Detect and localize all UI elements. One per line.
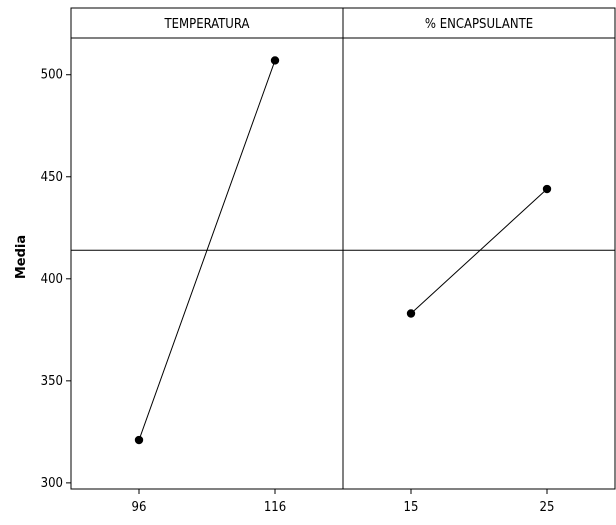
data-point — [134, 435, 144, 445]
data-point — [270, 56, 280, 65]
y-tick-label: 300 — [41, 476, 63, 491]
series-line — [410, 188, 548, 314]
y-tick-label: 450 — [41, 170, 63, 185]
y-tick-label: 400 — [41, 272, 63, 287]
y-tick-label: 350 — [41, 374, 63, 389]
x-tick-label: 15 — [404, 500, 419, 515]
y-axis-label: Media — [14, 235, 29, 279]
panel-title: TEMPERATURA — [164, 17, 250, 32]
y-tick-label: 500 — [41, 68, 63, 83]
panel-title: % ENCAPSULANTE — [425, 17, 533, 32]
plot-area: 300 350 400 450 500 TEMPERATURA 96 116 % ENCAPSU… — [41, 7, 616, 515]
x-tick-label: 25 — [540, 500, 555, 515]
series-line — [138, 60, 276, 441]
x-tick-label: 96 — [132, 500, 147, 515]
x-tick-label: 116 — [264, 500, 286, 515]
data-point — [406, 309, 416, 318]
data-point — [542, 184, 552, 194]
